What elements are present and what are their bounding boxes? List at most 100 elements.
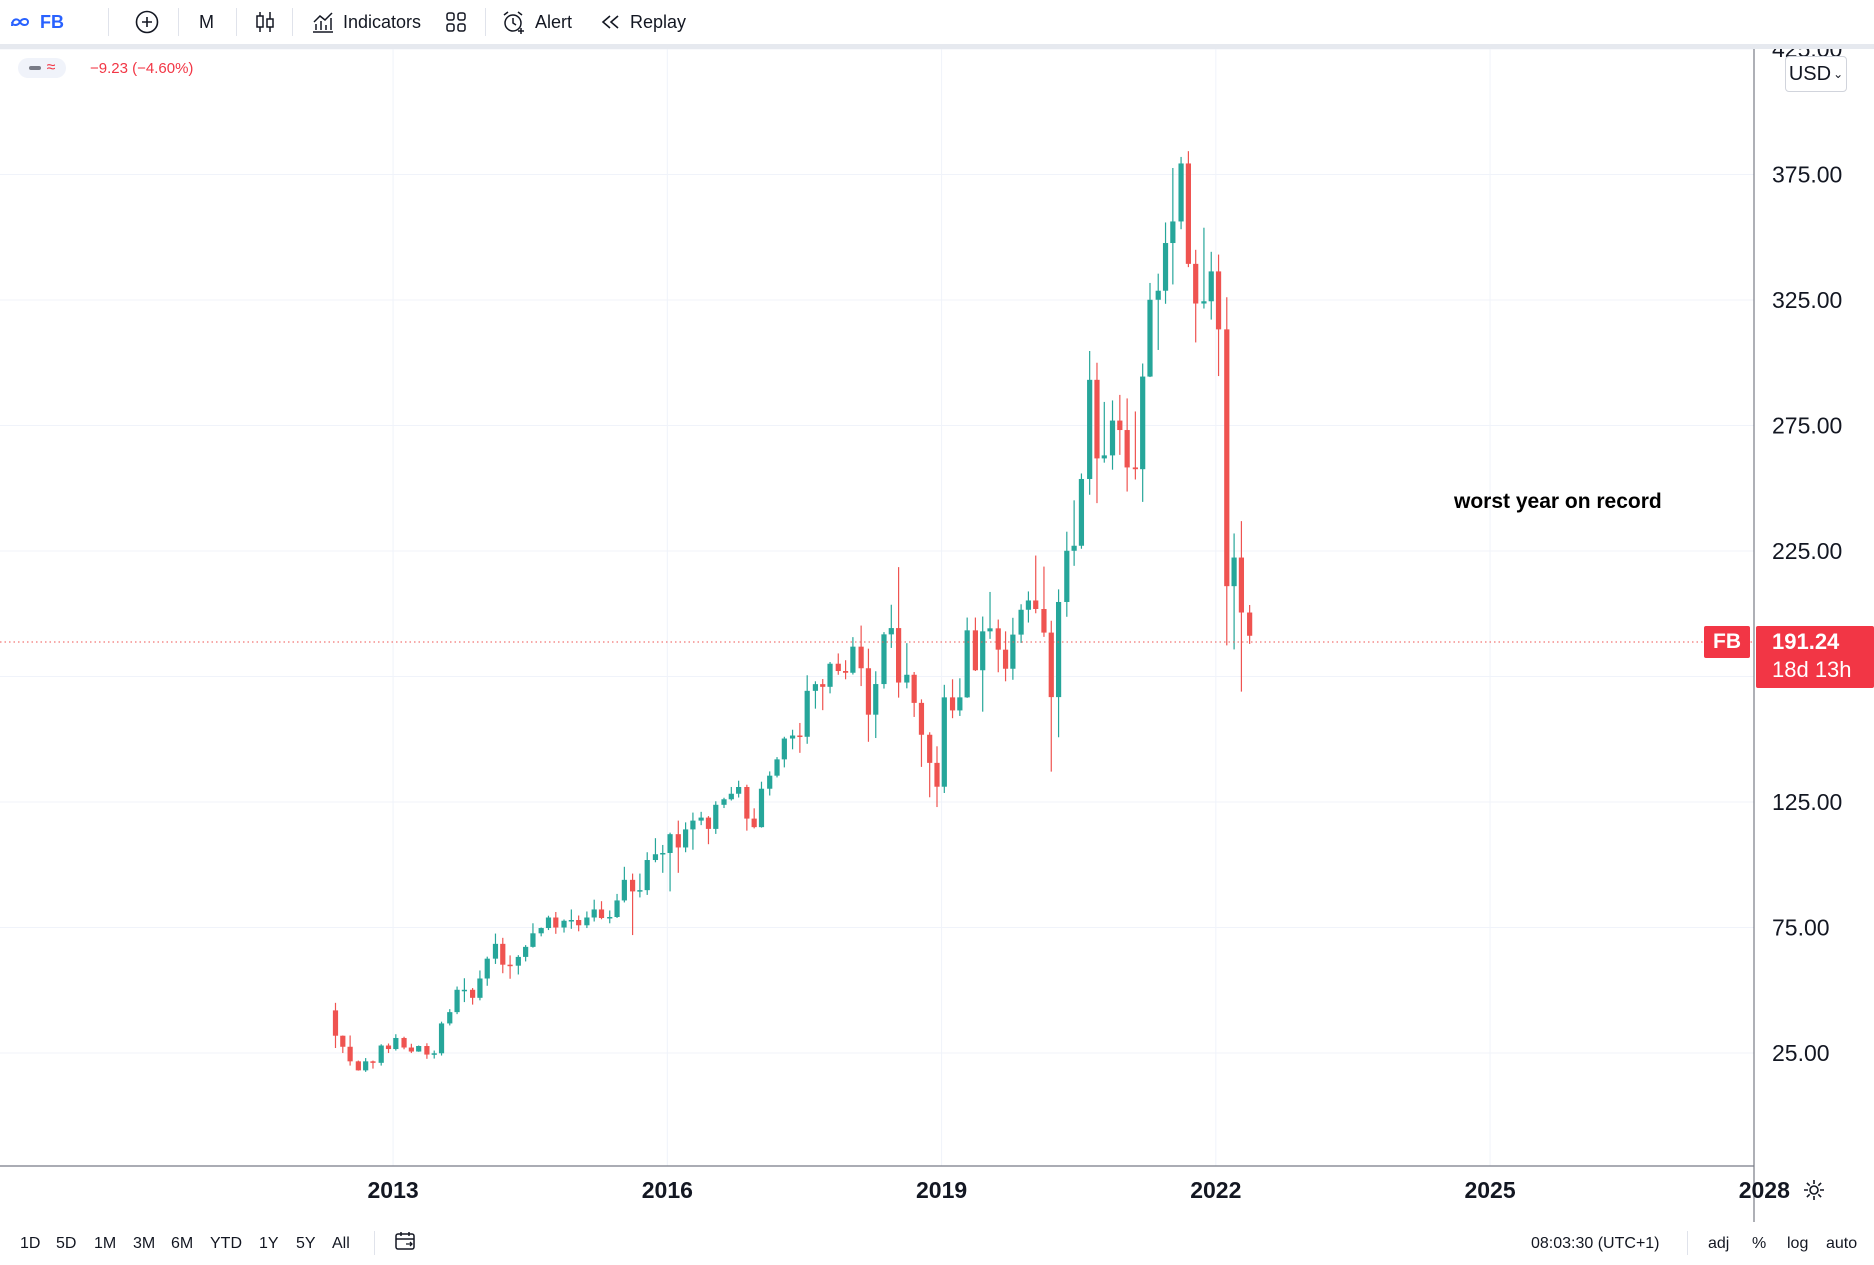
price-tick-label: 325.00 xyxy=(1772,287,1842,313)
range-5y[interactable]: 5Y xyxy=(296,1234,316,1252)
candle xyxy=(1231,533,1237,650)
time-tick-label: 2016 xyxy=(642,1177,693,1203)
price-axis[interactable]: 25.0075.00125.00175.00225.00275.00325.00… xyxy=(1772,49,1842,1066)
legend-toggle[interactable]: ≈ xyxy=(18,58,66,78)
interval-button[interactable]: M xyxy=(199,0,214,44)
log-toggle[interactable]: log xyxy=(1787,1234,1809,1252)
candle xyxy=(538,927,544,937)
candle xyxy=(1101,401,1107,463)
bar-countdown: 18d 13h xyxy=(1772,657,1852,682)
candle xyxy=(767,771,773,796)
candle xyxy=(347,1035,353,1066)
candle xyxy=(477,970,483,1001)
candle xyxy=(644,852,650,895)
bottom-divider xyxy=(374,1231,375,1255)
chevron-down-icon: ⌄ xyxy=(1833,67,1844,81)
candle xyxy=(507,955,513,979)
chart-type-button[interactable] xyxy=(254,0,276,44)
candle xyxy=(515,955,521,975)
candle xyxy=(1147,282,1153,378)
candle xyxy=(363,1058,369,1072)
range-6m[interactable]: 6M xyxy=(171,1234,194,1252)
candle xyxy=(1087,350,1093,495)
candle xyxy=(972,617,978,672)
candle xyxy=(850,637,856,675)
candle xyxy=(568,909,574,929)
time-tick-label: 2013 xyxy=(367,1177,418,1203)
candle xyxy=(705,816,712,845)
range-3m[interactable]: 3M xyxy=(133,1234,156,1252)
timezone-clock[interactable]: 08:03:30 (UTC+1) xyxy=(1531,1234,1660,1252)
candle xyxy=(667,832,673,892)
toolbar-divider xyxy=(108,8,109,36)
candle xyxy=(781,736,787,768)
compare-symbol-button[interactable] xyxy=(134,0,160,44)
currency-selector[interactable]: USD ⌄ xyxy=(1785,56,1847,92)
candle xyxy=(1002,631,1009,682)
candle xyxy=(424,1043,430,1059)
candle xyxy=(758,781,765,828)
candle xyxy=(385,1043,392,1054)
candle xyxy=(545,915,552,931)
gear-icon xyxy=(1802,1180,1826,1206)
candle xyxy=(804,675,810,744)
bottom-divider xyxy=(1687,1231,1688,1255)
calendar-icon xyxy=(394,1231,416,1256)
candle xyxy=(721,797,727,809)
minus-icon xyxy=(28,66,41,70)
candle xyxy=(1018,604,1024,643)
price-tick-label: 225.00 xyxy=(1772,538,1842,564)
indicators-button[interactable]: Indicators xyxy=(311,0,421,44)
range-1y[interactable]: 1Y xyxy=(259,1234,279,1252)
price-tick-label: 275.00 xyxy=(1772,413,1842,439)
range-all[interactable]: All xyxy=(332,1234,350,1252)
candle xyxy=(774,757,780,778)
candle xyxy=(1064,531,1070,617)
meta-logo-icon xyxy=(10,16,30,28)
price-tick-label: 25.00 xyxy=(1772,1040,1830,1066)
interval-label: M xyxy=(199,11,214,32)
candle xyxy=(598,901,605,920)
candle xyxy=(964,617,970,698)
price-tick-label: 125.00 xyxy=(1772,789,1842,815)
symbol-price-tag: FB xyxy=(1704,626,1750,658)
candle xyxy=(941,684,947,793)
indicators-label: Indicators xyxy=(343,11,422,32)
candle xyxy=(401,1036,407,1050)
price-chart[interactable]: 25.0075.00125.00175.00225.00275.00325.00… xyxy=(0,49,1874,1222)
candle xyxy=(1140,363,1146,502)
candle xyxy=(1124,398,1130,492)
candle xyxy=(1071,500,1077,566)
candle xyxy=(523,945,529,962)
candle xyxy=(1170,167,1176,285)
candle xyxy=(614,893,620,919)
symbol-search-button[interactable]: FB xyxy=(10,0,64,44)
chart-settings-button[interactable] xyxy=(1802,1178,1826,1207)
candle xyxy=(995,619,1001,673)
range-1m[interactable]: 1M xyxy=(94,1234,117,1252)
time-axis[interactable]: 2013 2016 2019 2022 2025 2028 xyxy=(367,1177,1790,1203)
candle xyxy=(797,722,803,753)
alert-button[interactable]: Alert xyxy=(501,0,572,44)
candle xyxy=(1094,362,1100,504)
candle xyxy=(1078,473,1085,549)
candle xyxy=(447,1009,453,1026)
layouts-button[interactable] xyxy=(445,0,467,44)
candle xyxy=(675,820,681,873)
candle xyxy=(1208,251,1214,320)
bottom-toolbar: 1D 5D 1M 3M 6M YTD 1Y 5Y All 08:03:30 (U… xyxy=(0,1222,1874,1265)
auto-toggle[interactable]: auto xyxy=(1826,1234,1858,1252)
candle xyxy=(918,699,925,767)
adj-toggle[interactable]: adj xyxy=(1708,1234,1730,1252)
range-ytd[interactable]: YTD xyxy=(210,1234,242,1252)
candle xyxy=(454,986,460,1015)
candle xyxy=(1109,400,1116,470)
price-tick-label: 375.00 xyxy=(1772,162,1842,188)
goto-date-button[interactable] xyxy=(394,1222,416,1265)
candle xyxy=(1132,411,1138,480)
percent-toggle[interactable]: % xyxy=(1752,1234,1767,1252)
range-1d[interactable]: 1D xyxy=(20,1234,41,1252)
symbol-label: FB xyxy=(40,11,64,32)
replay-button[interactable]: Replay xyxy=(600,0,686,44)
range-5d[interactable]: 5D xyxy=(56,1234,77,1252)
